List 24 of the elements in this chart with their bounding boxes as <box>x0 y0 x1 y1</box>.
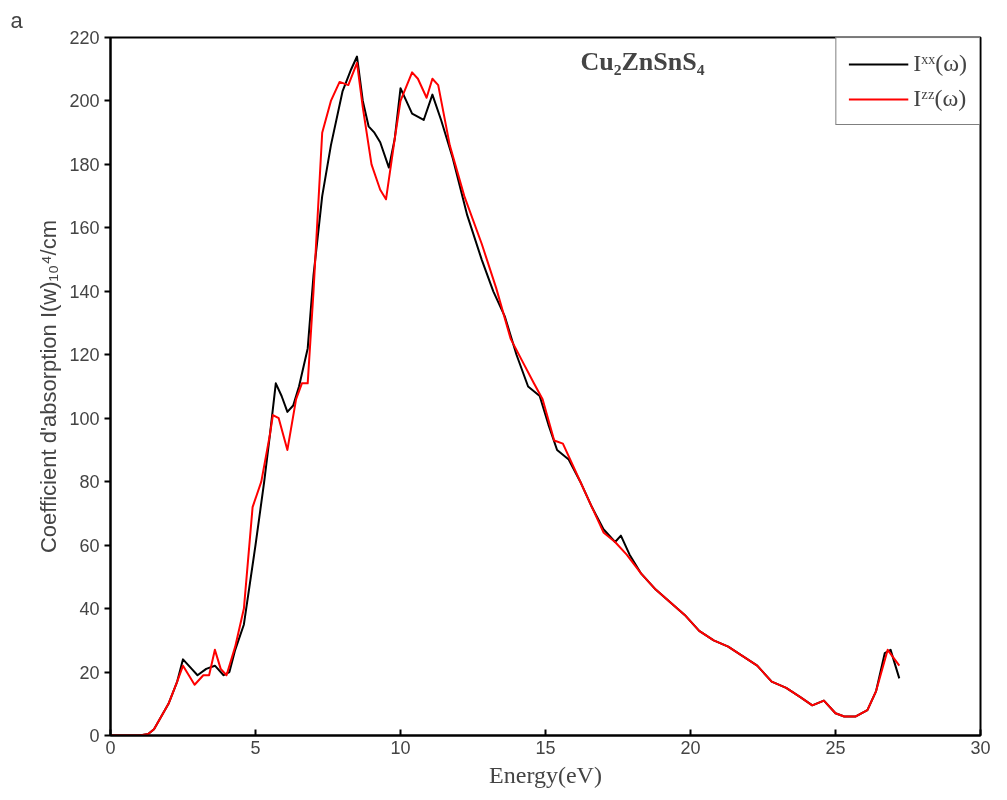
y-tick-label: 80 <box>79 472 100 493</box>
legend-label: Iᶻᶻ(ω) <box>913 85 967 112</box>
x-tick-label: 30 <box>970 737 991 758</box>
legend-label: Iˣˣ(ω) <box>913 50 967 77</box>
y-tick-label: 120 <box>69 345 100 366</box>
x-tick-label: 20 <box>680 737 701 758</box>
x-tick-label: 15 <box>535 737 556 758</box>
x-tick-label: 5 <box>250 737 261 758</box>
y-tick-label: 180 <box>69 154 100 175</box>
x-tick-label: 10 <box>390 737 411 758</box>
y-tick-label: 160 <box>69 218 100 239</box>
x-tick-label: 25 <box>825 737 846 758</box>
y-tick-label: 140 <box>69 281 100 302</box>
y-tick-label: 40 <box>79 599 100 620</box>
y-tick-label: 220 <box>69 28 100 48</box>
text: a <box>10 7 24 33</box>
y-tick-label: 200 <box>69 91 100 112</box>
chart-title: Cu₂ZnSnS₄ <box>580 46 705 76</box>
y-axis-title: Coefficient d'absorption I(w)₁₀⁴/cm <box>36 219 62 554</box>
y-tick-label: 60 <box>79 535 100 556</box>
x-axis-title: Energy(eV) <box>489 761 602 788</box>
y-tick-label: 20 <box>79 662 100 683</box>
y-tick-label: 100 <box>69 408 100 429</box>
x-tick-label: 0 <box>105 737 116 758</box>
